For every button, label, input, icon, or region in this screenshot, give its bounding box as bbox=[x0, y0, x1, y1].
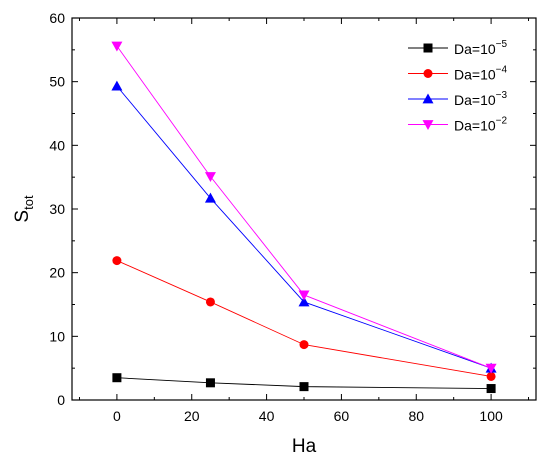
legend-label-2: Da=10−4 bbox=[454, 65, 507, 83]
legend: Da=10−5Da=10−4Da=10−3Da=10−2 bbox=[408, 39, 507, 134]
series-4-point-2 bbox=[204, 172, 216, 183]
y-axis-title-main: S bbox=[12, 210, 33, 223]
legend-label-exponent: −5 bbox=[496, 39, 508, 50]
series-1-point-1 bbox=[112, 373, 122, 383]
legend-label-exponent: −3 bbox=[496, 90, 508, 101]
y-tick-label-6: 50 bbox=[49, 74, 65, 90]
series-line-3 bbox=[116, 85, 492, 369]
y-tick-label-1: 0 bbox=[57, 392, 65, 408]
y-tick-label-2: 10 bbox=[49, 328, 65, 344]
x-tick-label-5: 80 bbox=[408, 408, 424, 424]
legend-label-3: Da=10−3 bbox=[454, 90, 507, 108]
series-1-point-2 bbox=[205, 378, 215, 388]
y-axis-title: Stot bbox=[12, 195, 36, 223]
series-3-point-1 bbox=[111, 80, 123, 91]
x-tick-label-1: 0 bbox=[113, 408, 121, 424]
x-tick-label-2: 20 bbox=[184, 408, 200, 424]
legend-label-base: Da=10 bbox=[454, 41, 496, 57]
y-tick-label-3: 20 bbox=[49, 265, 65, 281]
y-tick-label-7: 60 bbox=[49, 10, 65, 26]
x-tick-label-6: 100 bbox=[479, 408, 503, 424]
series-2-point-2 bbox=[205, 297, 215, 307]
legend-label-base: Da=10 bbox=[454, 118, 496, 134]
series-4-point-3 bbox=[298, 290, 310, 301]
x-axis-title: Ha bbox=[292, 436, 317, 457]
x-tick-label-3: 40 bbox=[259, 408, 275, 424]
series-4-point-4 bbox=[485, 363, 497, 374]
axes: 0 20 40 60 80 100 0 10 20 30 40 50 60 Ha Stot bbox=[12, 10, 537, 457]
legend-marker-3 bbox=[422, 93, 434, 104]
series-4-point-1 bbox=[111, 41, 123, 52]
series-2-point-1 bbox=[112, 256, 122, 266]
legend-label-4: Da=10−2 bbox=[454, 116, 507, 134]
y-tick-label-5: 40 bbox=[49, 137, 65, 153]
y-tick-label-4: 30 bbox=[49, 201, 65, 217]
legend-label-exponent: −2 bbox=[496, 116, 508, 127]
legend-marker-4 bbox=[422, 120, 434, 130]
legend-marker-2 bbox=[423, 69, 433, 78]
plot-area bbox=[111, 41, 497, 394]
series-line-1 bbox=[116, 377, 492, 389]
legend-marker-1 bbox=[423, 43, 433, 53]
series-1-point-3 bbox=[299, 382, 309, 392]
series-line-2 bbox=[116, 260, 492, 377]
legend-label-base: Da=10 bbox=[454, 67, 496, 83]
legend-label-exponent: −4 bbox=[496, 65, 508, 76]
x-tick-label-4: 60 bbox=[334, 408, 350, 424]
series-2-point-3 bbox=[299, 340, 309, 350]
legend-label-1: Da=10−5 bbox=[454, 39, 507, 57]
series-3-point-3 bbox=[298, 296, 310, 307]
series-3-point-2 bbox=[204, 192, 216, 203]
series-1-point-4 bbox=[486, 384, 496, 394]
legend-label-base: Da=10 bbox=[454, 92, 496, 108]
y-axis-title-subscript: tot bbox=[21, 195, 36, 210]
series-line-4 bbox=[116, 45, 492, 369]
series-2-point-4 bbox=[486, 371, 496, 381]
